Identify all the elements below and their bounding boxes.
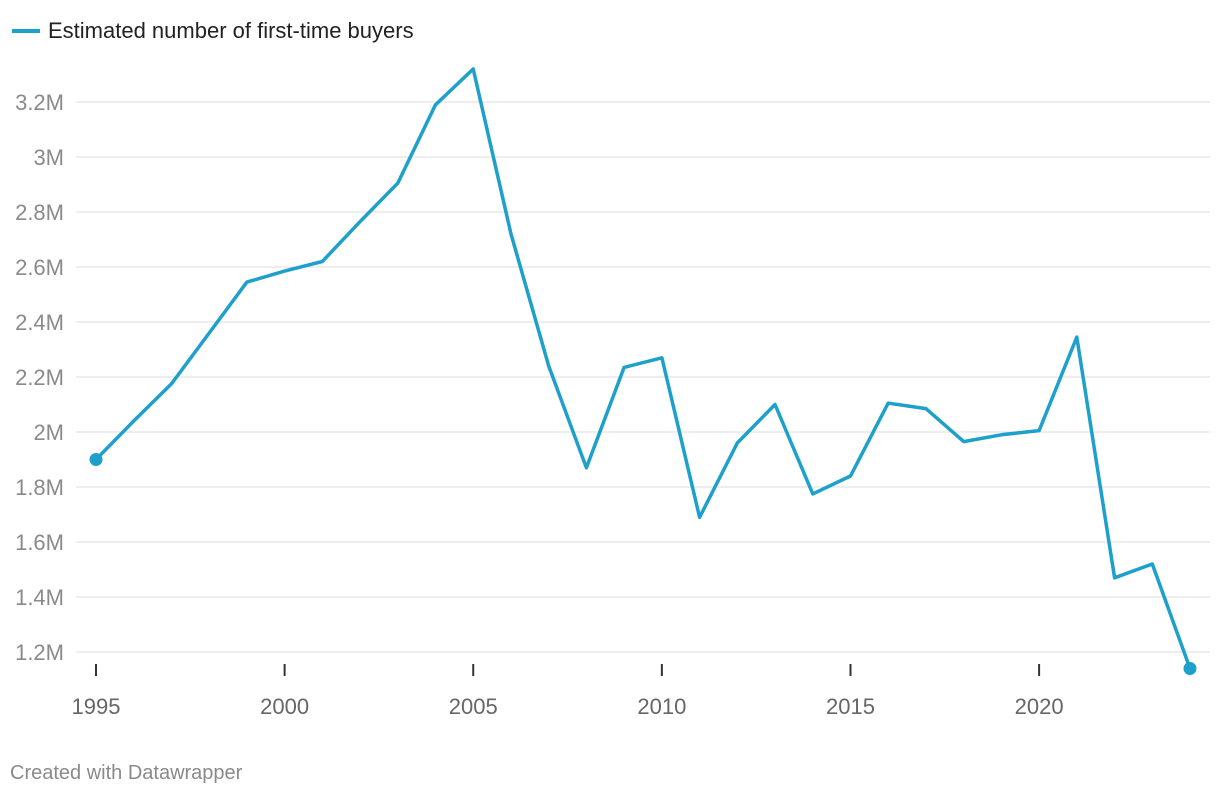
endpoint-marker	[1183, 662, 1197, 675]
x-axis: 1995 2000 2005 2010 2015 2020	[72, 664, 1064, 719]
y-tick-label: 2.6M	[15, 255, 64, 280]
y-tick-label: 3M	[33, 145, 64, 170]
y-tick-label: 2M	[33, 420, 64, 445]
x-tick-label: 1995	[72, 694, 121, 719]
x-tick-label: 2020	[1015, 694, 1064, 719]
x-tick-label: 2010	[637, 694, 686, 719]
y-tick-label: 3.2M	[15, 90, 64, 115]
legend: Estimated number of first-time buyers	[12, 18, 414, 43]
endpoint-marker	[89, 453, 103, 466]
y-tick-label: 1.6M	[15, 530, 64, 555]
series-line	[94, 67, 1192, 671]
y-tick-label: 2.2M	[15, 365, 64, 390]
y-tick-label: 1.8M	[15, 475, 64, 500]
y-gridlines	[76, 101, 1210, 653]
y-axis-labels: 1.2M 1.4M 1.6M 1.8M 2M 2.2M 2.4M 2.6M 2.8M 3M 3.2M	[15, 90, 64, 665]
x-tick-label: 2015	[826, 694, 875, 719]
y-tick-label: 2.4M	[15, 310, 64, 335]
y-tick-label: 2.8M	[15, 200, 64, 225]
x-tick-label: 2005	[449, 694, 498, 719]
y-tick-label: 1.4M	[15, 585, 64, 610]
x-tick-label: 2000	[260, 694, 309, 719]
y-tick-label: 1.2M	[15, 640, 64, 665]
legend-label: Estimated number of first-time buyers	[48, 18, 414, 43]
series-layer	[89, 67, 1197, 675]
credit: Created with Datawrapper	[10, 762, 243, 784]
